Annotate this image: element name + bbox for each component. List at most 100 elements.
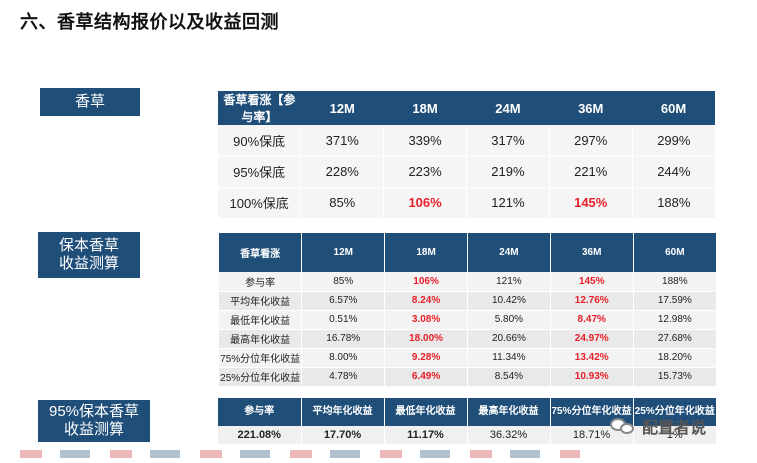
table-cell: 299% xyxy=(631,125,715,157)
table-header-cell: 最低年化收益 xyxy=(383,398,467,426)
footnote-strip xyxy=(20,450,580,458)
section-label-95-protected-vanilla: 95%保本香草 收益测算 xyxy=(38,400,150,442)
table-row: 最低年化收益 0.51% 3.08% 5.80% 8.47% 12.98% xyxy=(219,310,716,330)
table-cell: 11.17% xyxy=(383,426,467,444)
table-cell: 121% xyxy=(466,272,551,292)
table-cell: 121% xyxy=(465,187,550,219)
wechat-watermark: 配置者说 xyxy=(610,414,706,438)
table-header-cell: 36M xyxy=(549,233,634,272)
table-cell: 24.97% xyxy=(549,329,634,349)
table-row: 90%保底 371% 339% 317% 297% 299% xyxy=(218,125,715,157)
table-cell: 12.76% xyxy=(549,291,634,311)
table-cell: 8.00% xyxy=(301,348,385,368)
table-header-cell: 参与率 xyxy=(218,398,301,426)
table-cell: 参与率 xyxy=(219,272,302,292)
table-row: 最高年化收益 16.78% 18.00% 20.66% 24.97% 27.68% xyxy=(219,329,716,349)
table-cell: 6.57% xyxy=(301,291,385,311)
table-header-cell: 60M xyxy=(632,91,715,125)
section-label-line1: 保本香草 xyxy=(58,237,119,254)
table-cell: 18.20% xyxy=(632,348,716,368)
table-cell: 106% xyxy=(383,187,467,219)
table-row: 参与率 85% 106% 121% 145% 188% xyxy=(219,272,716,292)
section-label-line1: 95%保本香草 xyxy=(48,403,140,420)
table-header-cell: 25%分位年化收益 xyxy=(632,398,716,426)
table-row: 95%保底 228% 223% 219% 221% 244% xyxy=(218,156,715,188)
page-title: 六、香草结构报价以及收益回测 xyxy=(20,12,279,32)
watermark-text: 配置者说 xyxy=(642,420,707,437)
table-cell: 17.59% xyxy=(632,291,716,311)
table-header-cell: 香草看涨 xyxy=(219,233,302,272)
table-cell: 15.73% xyxy=(632,367,716,387)
table-cell: 13.42% xyxy=(549,348,634,368)
table-header-cell: 60M xyxy=(632,233,716,272)
table-row: 75%分位年化收益 8.00% 9.28% 11.34% 13.42% 18.20% xyxy=(219,348,716,368)
table-header-cell: 24M xyxy=(466,233,551,272)
table-cell: 106% xyxy=(384,272,468,292)
table-cell: 145% xyxy=(549,272,634,292)
table-cell: 16.78% xyxy=(301,329,385,349)
section-label-capital-protected-vanilla: 保本香草 收益测算 xyxy=(38,232,140,278)
table-row: 25%分位年化收益 4.78% 6.49% 8.54% 10.93% 15.73% xyxy=(219,367,716,387)
table-cell: 5.80% xyxy=(466,310,551,330)
table-cell: 8.54% xyxy=(466,367,551,387)
table-cell: 11.34% xyxy=(466,348,551,368)
table-cell: 75%分位年化收益 xyxy=(219,348,302,368)
table-cell: 100%保底 xyxy=(218,187,301,219)
table-cell: 平均年化收益 xyxy=(219,291,302,311)
table-header-cell: 12M xyxy=(300,91,384,125)
section-label-line2: 收益测算 xyxy=(63,421,124,438)
table-cell: 12.98% xyxy=(632,310,716,330)
table-cell: 18.00% xyxy=(384,329,468,349)
table-cell: 27.68% xyxy=(632,329,716,349)
table-cell: 85% xyxy=(301,272,385,292)
table-cell: 36.32% xyxy=(466,426,550,444)
table-cell: 25%分位年化收益 xyxy=(219,367,302,387)
table-cell: 17.70% xyxy=(300,426,384,444)
table-row: 平均年化收益 6.57% 8.24% 10.42% 12.76% 17.59% xyxy=(219,291,716,311)
return-backtest-table: 香草看涨 12M 18M 24M 36M 60M 参与率 85% 106% 121% 145% 18… xyxy=(219,233,716,387)
table-cell: 90%保底 xyxy=(218,125,301,157)
table-cell: 188% xyxy=(631,187,715,219)
section-label-text: 香草 xyxy=(74,93,105,110)
table-cell: 最低年化收益 xyxy=(219,310,302,330)
section-label-line2: 收益测算 xyxy=(58,255,119,272)
table-cell: 18.71% xyxy=(549,426,633,444)
table-header-cell: 24M xyxy=(466,91,550,125)
table-header-cell: 12M xyxy=(301,233,385,272)
table-cell: 9.28% xyxy=(384,348,468,368)
table-header-cell: 最高年化收益 xyxy=(466,398,550,426)
table-cell: 219% xyxy=(465,156,550,188)
table-cell: 317% xyxy=(465,125,550,157)
table-cell: 3.08% xyxy=(384,310,468,330)
table-header-cell: 36M xyxy=(549,91,633,125)
table-cell: 221.08% xyxy=(218,426,301,444)
table-row: 100%保底 85% 106% 121% 145% 188% xyxy=(218,187,715,219)
table-cell: 221% xyxy=(548,156,633,188)
vanilla-quote-table: 香草看涨【参与率】 12M 18M 24M 36M 60M 90%保底 371% 339% 31… xyxy=(218,91,715,219)
table-cell: 8.24% xyxy=(384,291,468,311)
table-cell: 223% xyxy=(383,156,467,188)
table-header-cell: 18M xyxy=(384,233,468,272)
table-header-cell: 平均年化收益 xyxy=(300,398,384,426)
table-cell: 8.47% xyxy=(549,310,634,330)
table-cell: 最高年化收益 xyxy=(219,329,302,349)
table-cell: 339% xyxy=(383,125,467,157)
table-cell: 20.66% xyxy=(466,329,551,349)
table-cell: 95%保底 xyxy=(218,156,301,188)
table-header-cell: 香草看涨【参与率】 xyxy=(218,91,301,125)
table-cell: 228% xyxy=(300,156,384,188)
wechat-icon xyxy=(610,416,636,436)
table-cell: 188% xyxy=(632,272,716,292)
95-protected-return-table: 参与率 平均年化收益 最低年化收益 最高年化收益 75%分位年化收益 25%分位年化收益 … xyxy=(218,398,716,444)
section-label-vanilla: 香草 xyxy=(40,88,140,116)
table-cell: 244% xyxy=(631,156,715,188)
table-header-cell: 18M xyxy=(383,91,467,125)
table-cell: 297% xyxy=(548,125,633,157)
table-cell: 1% xyxy=(632,426,716,444)
table-cell: 10.42% xyxy=(466,291,551,311)
table-cell: 4.78% xyxy=(301,367,385,387)
table-cell: 10.93% xyxy=(549,367,634,387)
table-cell: 0.51% xyxy=(301,310,385,330)
table-cell: 145% xyxy=(548,187,633,219)
table-cell: 371% xyxy=(300,125,384,157)
